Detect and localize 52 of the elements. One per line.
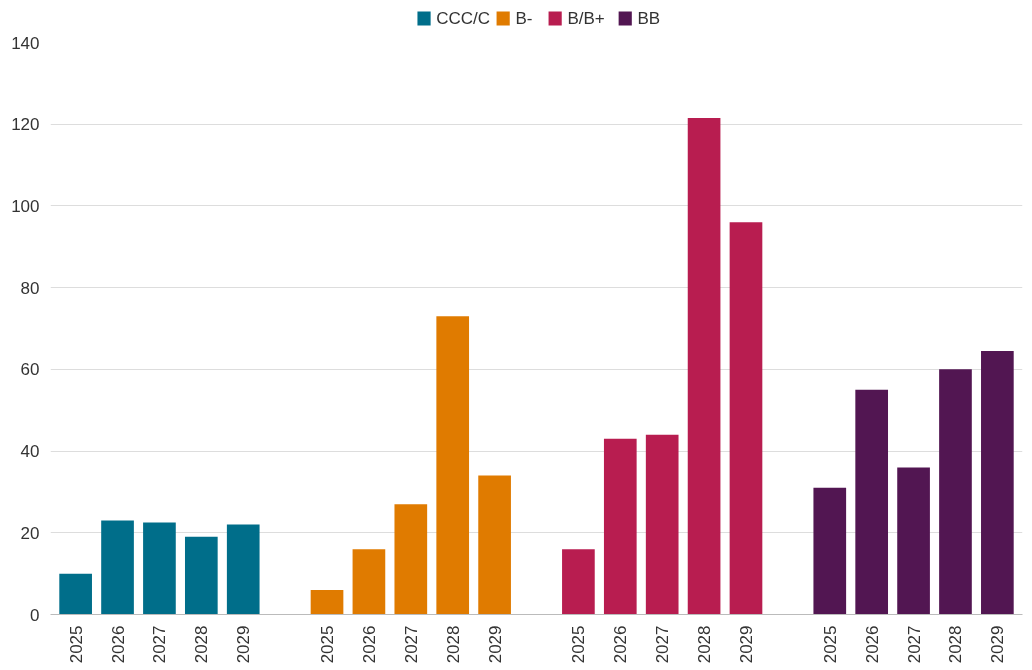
bar — [897, 467, 930, 615]
bar — [981, 350, 1014, 615]
x-tick-label: 2025 — [66, 625, 86, 664]
x-tick-label: 2027 — [653, 625, 673, 664]
y-tick-label: 60 — [20, 360, 40, 380]
bar — [645, 434, 679, 615]
x-tick-label: 2029 — [485, 625, 505, 664]
bar — [478, 475, 511, 615]
y-tick-label: 140 — [11, 33, 40, 53]
x-tick-label: 2028 — [192, 625, 212, 664]
x-tick-label: 2028 — [946, 625, 966, 664]
bar — [101, 520, 134, 615]
bar — [813, 487, 847, 615]
y-tick-label: 0 — [30, 605, 40, 625]
bar — [939, 369, 972, 615]
x-tick-label: 2029 — [988, 625, 1008, 664]
x-tick-label: 2027 — [150, 625, 170, 664]
y-tick-label: 40 — [20, 442, 40, 462]
x-tick-label: 2025 — [318, 625, 338, 664]
legend-label: CCC/C — [436, 9, 491, 28]
y-tick-label: 120 — [11, 115, 40, 135]
bar — [226, 524, 260, 615]
x-tick-label: 2025 — [569, 625, 589, 664]
bar — [855, 389, 889, 615]
x-tick-label: 2025 — [820, 625, 840, 664]
bar — [352, 549, 386, 615]
x-tick-label: 2026 — [611, 625, 631, 664]
bar — [184, 536, 218, 615]
y-tick-label: 80 — [20, 278, 40, 298]
x-tick-label: 2027 — [904, 625, 924, 664]
x-tick-label: 2029 — [234, 625, 254, 664]
x-tick-label: 2028 — [443, 625, 463, 664]
legend-label: B/B+ — [567, 9, 605, 28]
bar — [729, 222, 763, 615]
bar — [562, 549, 595, 615]
x-tick-label: 2027 — [401, 625, 421, 664]
y-tick-label: 20 — [20, 523, 40, 543]
bar — [143, 522, 176, 615]
bar — [59, 573, 92, 615]
x-tick-label: 2029 — [736, 625, 756, 664]
bar — [436, 316, 470, 615]
x-tick-label: 2028 — [695, 625, 715, 664]
x-tick-label: 2026 — [108, 625, 128, 664]
bar — [603, 438, 637, 615]
legend-label: BB — [637, 9, 661, 28]
bar — [687, 118, 721, 615]
legend-label: B- — [515, 9, 533, 28]
bar — [394, 504, 428, 615]
x-tick-label: 2026 — [359, 625, 379, 664]
x-tick-label: 2026 — [862, 625, 882, 664]
bar — [310, 589, 344, 615]
y-tick-label: 100 — [11, 196, 40, 216]
